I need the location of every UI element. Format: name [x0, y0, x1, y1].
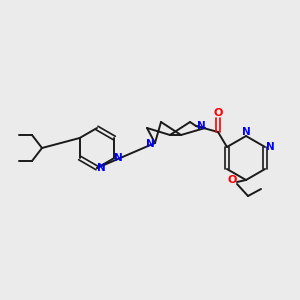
Text: N: N	[146, 139, 154, 149]
Text: N: N	[196, 121, 206, 131]
Text: N: N	[114, 153, 123, 163]
Text: N: N	[242, 127, 250, 137]
Text: O: O	[213, 108, 223, 118]
Text: O: O	[227, 175, 237, 185]
Text: N: N	[266, 142, 274, 152]
Text: N: N	[97, 163, 105, 173]
